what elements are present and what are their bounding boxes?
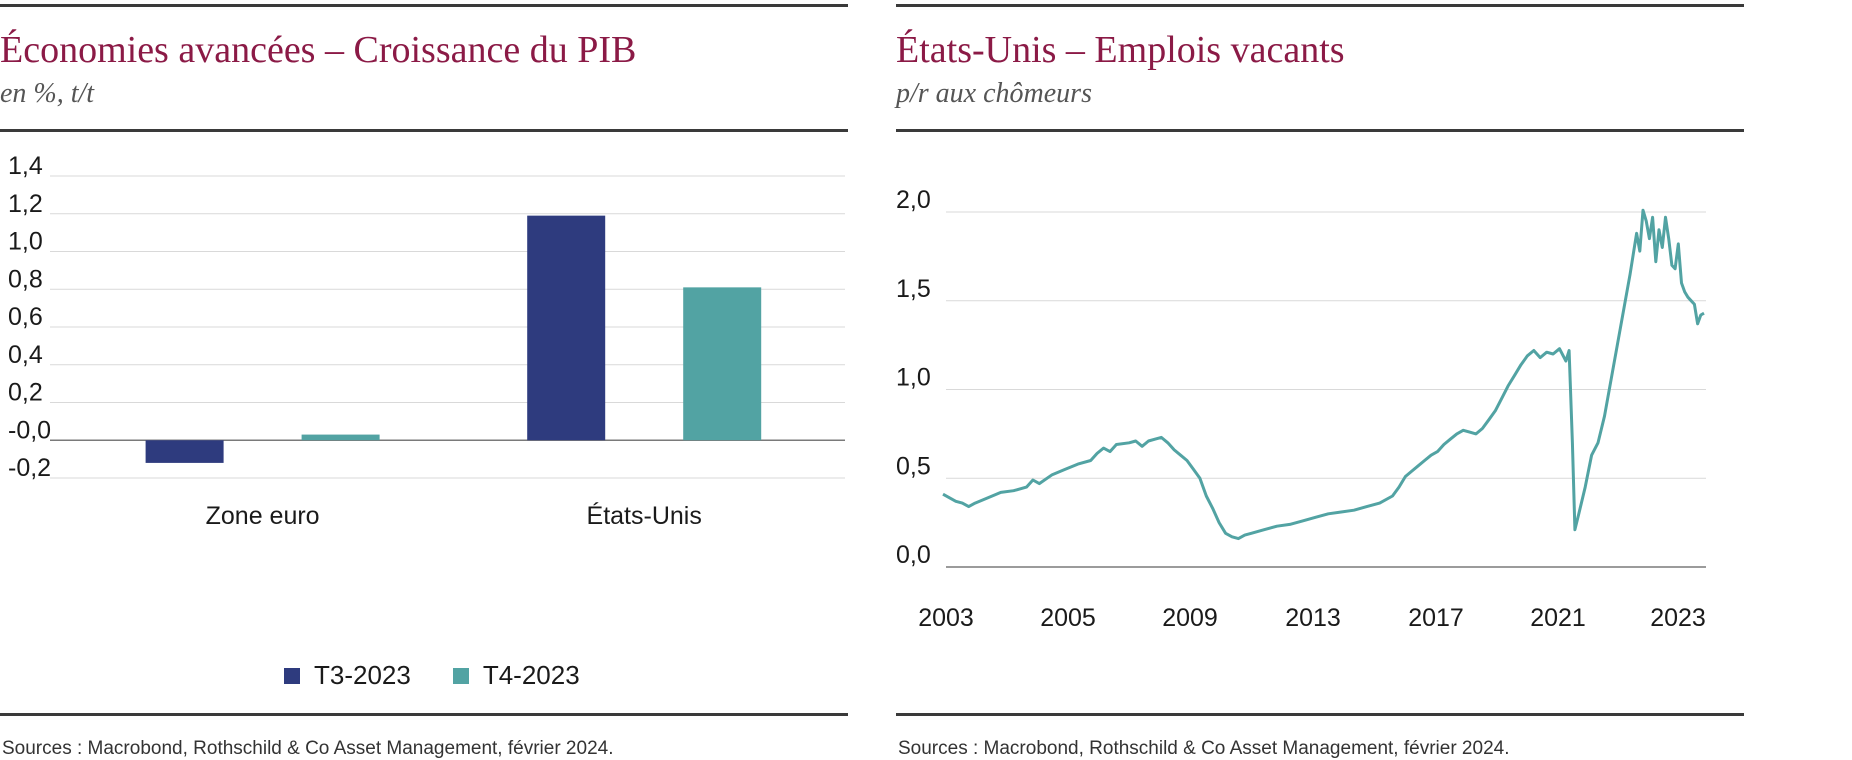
header-rule — [0, 129, 848, 132]
y-tick-label: 1,5 — [896, 275, 931, 303]
legend-label-t4: T4-2023 — [482, 660, 580, 690]
x-category-label: Zone euro — [206, 502, 320, 530]
x-tick-label: 2003 — [918, 604, 974, 632]
chart-title: États-Unis – Emplois vacants — [896, 29, 1345, 71]
legend-swatch-t3 — [284, 667, 300, 684]
top-rule — [0, 4, 848, 7]
footer-rule — [896, 713, 1744, 716]
chart-title: Économies avancées – Croissance du PIB — [0, 29, 637, 71]
x-category-label: États-Unis — [587, 501, 702, 530]
legend-item-t4: T4-2023 — [452, 660, 580, 691]
y-tick-label: 0,4 — [8, 341, 43, 369]
bar — [145, 440, 224, 463]
y-tick-label: 1,4 — [8, 152, 43, 180]
y-tick-label: 0,8 — [8, 265, 43, 293]
x-tick-label: 2021 — [1530, 604, 1586, 632]
chart-subtitle: p/r aux chômeurs — [896, 78, 1092, 109]
source-note: Sources : Macrobond, Rothschild & Co Ass… — [2, 738, 614, 759]
chart-subtitle: en %, t/t — [0, 78, 95, 109]
legend-label-t3: T3-2023 — [314, 660, 411, 690]
source-note: Sources : Macrobond, Rothschild & Co Ass… — [898, 738, 1510, 759]
y-tick-label: -0,2 — [8, 454, 51, 482]
job-vacancies-panel: États-Unis – Emplois vacants p/r aux chô… — [896, 0, 1744, 759]
series-line — [942, 208, 1705, 541]
y-tick-label: 0,5 — [896, 452, 931, 480]
y-tick-label: 1,0 — [8, 228, 43, 256]
x-tick-label: 2009 — [1162, 604, 1218, 632]
gdp-bar-chart: -0,2 -0,0 0,2 0,4 0,6 0,8 1,0 1,2 1,4 Zone euro Ét… — [8, 152, 845, 530]
bar — [683, 287, 762, 441]
header-rule — [896, 129, 1744, 132]
x-tick-label: 2017 — [1408, 604, 1464, 632]
y-tick-label: -0,0 — [8, 416, 51, 444]
vacancies-line-chart: 0,0 0,5 1,0 1,5 2,0 2003 2005 2009 2013 2017 2021 2… — [896, 186, 1706, 632]
y-tick-label: 1,0 — [896, 364, 931, 392]
x-tick-label: 2005 — [1040, 604, 1096, 632]
top-rule — [896, 4, 1744, 7]
chart-legend: T3-2023 T4-2023 — [284, 660, 622, 691]
x-tick-label: 2013 — [1285, 604, 1341, 632]
y-tick-label: 1,2 — [8, 190, 43, 218]
y-tick-label: 0,0 — [896, 541, 931, 569]
legend-swatch-t4 — [452, 667, 469, 684]
footer-rule — [0, 713, 848, 716]
x-tick-label: 2023 — [1650, 604, 1706, 632]
y-tick-label: 0,2 — [8, 379, 43, 407]
y-tick-label: 2,0 — [896, 186, 931, 214]
legend-item-t3: T3-2023 — [284, 660, 411, 691]
bar — [527, 215, 606, 441]
bar — [301, 434, 380, 441]
gdp-growth-panel: Économies avancées – Croissance du PIB e… — [0, 0, 848, 759]
y-tick-label: 0,6 — [8, 303, 43, 331]
